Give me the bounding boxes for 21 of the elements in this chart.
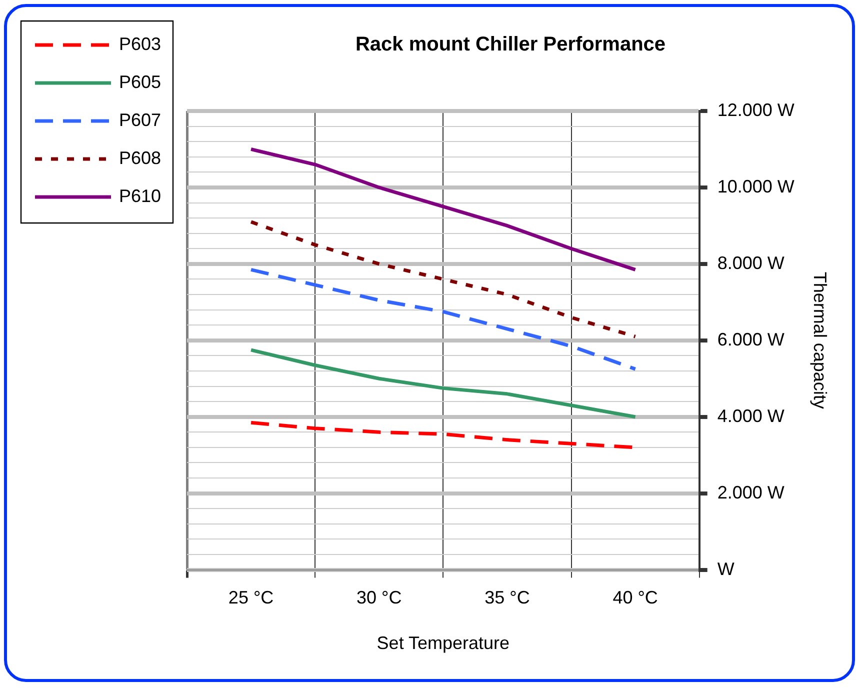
legend-label: P603 [119, 34, 162, 54]
y-tick-label: 4.000 W [717, 406, 784, 426]
legend-label: P605 [119, 72, 162, 92]
y-tick-label: 12.000 W [717, 100, 794, 120]
x-tick-label: 35 °C [484, 588, 530, 608]
line-series [249, 268, 638, 371]
y-tick-label: 8.000 W [717, 252, 784, 273]
y-tick-label: 2.000 W [717, 482, 784, 502]
legend-label: P608 [119, 148, 162, 168]
x-tick-label: 25 °C [228, 588, 274, 608]
legend-label: P610 [119, 186, 162, 206]
y-axis-title: Thermal capacity [810, 272, 830, 409]
chart-title: Rack mount Chiller Performance [355, 34, 666, 56]
y-tick-label: 6.000 W [717, 329, 784, 350]
x-tick-label: 30 °C [356, 588, 402, 608]
y-tick-label: 10.000 W [717, 176, 794, 196]
y-tick-label: W [717, 558, 734, 579]
line-series [249, 220, 638, 338]
legend-label: P607 [119, 110, 162, 130]
x-tick-label: 40 °C [612, 588, 658, 608]
x-axis-title: Set Temperature [376, 633, 510, 654]
